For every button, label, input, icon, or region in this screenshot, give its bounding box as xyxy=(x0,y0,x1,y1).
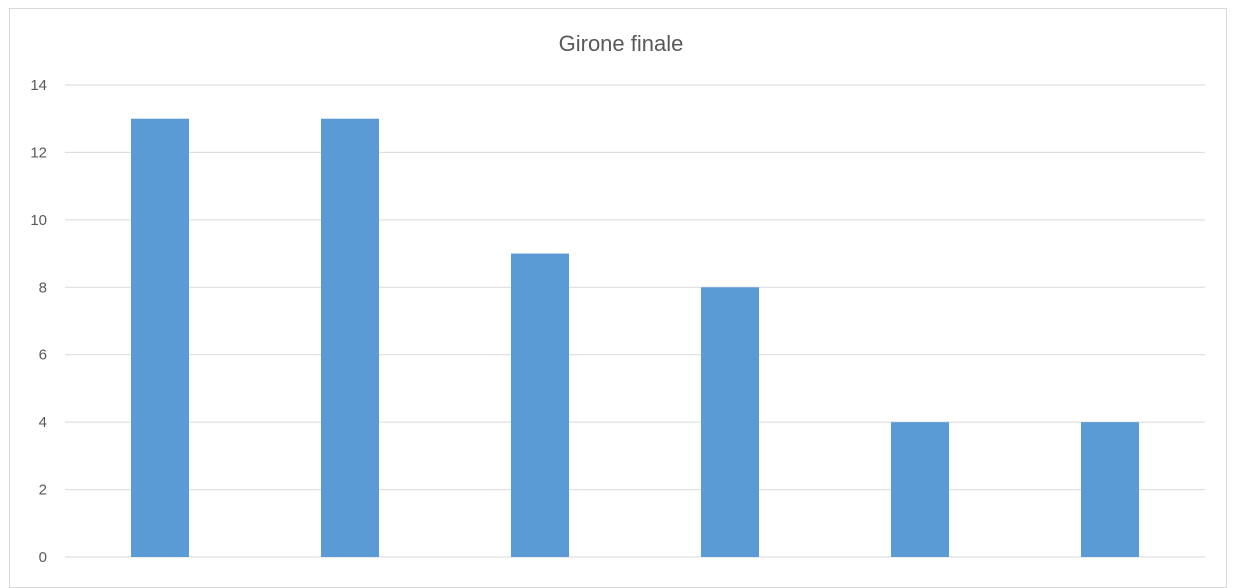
bar-chart: Girone finale 0 2 4 6 8 10 12 14 xyxy=(30,31,1205,566)
y-tick-label: 14 xyxy=(30,77,47,94)
y-tick-label: 6 xyxy=(39,347,47,364)
bar xyxy=(511,253,569,558)
bar xyxy=(131,118,189,557)
y-tick-label: 12 xyxy=(30,144,47,161)
y-tick-label: 8 xyxy=(39,279,47,296)
y-tick-label: 4 xyxy=(39,414,47,431)
bar xyxy=(1081,422,1139,557)
bar xyxy=(891,422,949,557)
bar xyxy=(321,118,379,557)
y-axis-ticks: 0 2 4 6 8 10 12 14 xyxy=(30,77,47,566)
y-tick-label: 10 xyxy=(30,212,47,229)
chart-frame xyxy=(9,8,1227,588)
y-tick-label: 0 xyxy=(39,549,47,566)
y-tick-label: 2 xyxy=(39,482,47,499)
chart-title: Girone finale xyxy=(559,31,684,56)
gridlines xyxy=(65,84,1205,558)
bars xyxy=(131,118,1139,558)
bar xyxy=(701,287,759,557)
